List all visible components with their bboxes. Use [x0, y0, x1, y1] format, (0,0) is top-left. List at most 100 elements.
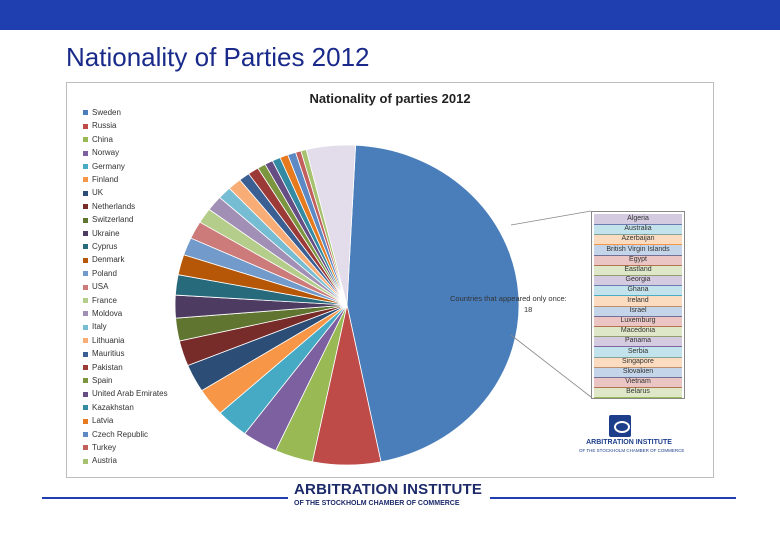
legend-item: Latvia: [83, 415, 113, 427]
breakout-segment: Luxemburg: [594, 316, 682, 327]
breakout-segment: Algeria: [594, 214, 682, 225]
legend-swatch: [83, 177, 88, 183]
legend-item: Denmark: [83, 254, 124, 266]
legend-swatch: [83, 405, 88, 411]
legend-label: Austria: [92, 456, 117, 466]
breakout-segment: Azerbaijan: [594, 234, 682, 246]
breakout-segment: Australia: [594, 224, 682, 236]
legend-label: Germany: [92, 161, 125, 171]
pie-chart: Countries that appeared only once: 18: [174, 144, 592, 466]
slide-title: Nationality of Parties 2012: [66, 42, 370, 72]
legend-swatch: [83, 431, 88, 437]
inset-logo: ARBITRATION INSTITUTE OF THE STOCKHOLM C…: [579, 415, 685, 459]
legend-swatch: [83, 338, 88, 344]
legend-item: Austria: [83, 455, 117, 467]
breakout-segment: Belarus: [594, 387, 682, 399]
legend-item: Lithuania: [83, 335, 124, 347]
legend-item: France: [83, 295, 117, 307]
legend-item: Russia: [83, 120, 116, 132]
chart-frame: Nationality of parties 2012 Sweden Russia…: [66, 82, 714, 478]
legend-label: USA: [92, 282, 109, 292]
legend-label: Mauritius: [92, 349, 125, 359]
legend-label: Latvia: [92, 416, 114, 426]
legend-label: Moldova: [92, 309, 123, 318]
legend-swatch: [83, 230, 88, 236]
legend-swatch: [83, 150, 88, 156]
inset-logo-line2: OF THE STOCKHOLM CHAMBER OF COMMERCE: [579, 448, 685, 453]
legend-swatch: [83, 123, 88, 129]
breakout-segment: Slovakien: [594, 367, 682, 378]
breakout-segment: Georgia: [594, 275, 682, 287]
legend-label: France: [92, 295, 117, 305]
legend-swatch: [83, 418, 88, 424]
breakout-segment: Ghana: [594, 285, 682, 297]
legend-swatch: [83, 324, 88, 330]
legend-swatch: [83, 204, 88, 210]
legend-label: UK: [92, 188, 104, 198]
legend-swatch: [83, 217, 88, 223]
legend-item: Czech Republic: [83, 429, 148, 441]
legend-label: Netherlands: [92, 201, 136, 211]
legend-label: Turkey: [92, 443, 117, 452]
footer-line-left: [42, 497, 288, 499]
legend-item: Norway: [83, 147, 119, 159]
legend-item: Turkey: [83, 442, 116, 454]
pie-slice-countries-that-appeared-only-once-18: [305, 144, 357, 306]
once-slice-label: Countries that appeared only once: 18: [450, 294, 567, 314]
legend-swatch: [83, 297, 88, 303]
legend-label: Denmark: [92, 255, 125, 265]
legend-swatch: [83, 364, 88, 370]
legend-item: Spain: [83, 375, 112, 387]
connector-line: [510, 334, 592, 398]
legend-swatch: [83, 190, 88, 196]
legend-item: Kazakhstan: [83, 402, 134, 414]
legend-label: Finland: [92, 175, 119, 184]
breakout-segment: Ireland: [594, 295, 682, 307]
legend-item: USA: [83, 281, 108, 293]
inset-logo-line1: ARBITRATION INSTITUTE: [586, 439, 672, 446]
legend-item: Pakistan: [83, 362, 123, 374]
legend-swatch: [83, 271, 88, 277]
legend-label: Switzerland: [92, 215, 134, 225]
breakout-segment: Egypt: [594, 254, 682, 266]
legend-label: Italy: [92, 322, 107, 332]
legend-swatch: [83, 244, 88, 250]
legend-swatch: [83, 391, 88, 397]
breakout-segment: Singapore: [594, 356, 682, 368]
legend-swatch: [83, 163, 88, 169]
breakout-segment: Israel: [594, 305, 682, 317]
legend-item: Poland: [83, 268, 117, 280]
legend-swatch: [83, 445, 88, 451]
footer-line-right: [490, 497, 736, 499]
legend-label: Czech Republic: [92, 429, 149, 439]
legend-item: Germany: [83, 161, 125, 173]
legend-item: United Arab Emirates: [83, 388, 168, 400]
legend-label: Ukraine: [92, 228, 120, 238]
legend-item: Ukraine: [83, 228, 120, 240]
breakout-segment: Panama: [594, 336, 682, 348]
breakout-bar: Algeria Australia Azerbaijan British Virgin…: [591, 211, 685, 399]
footer-logo-line1: ARBITRATION INSTITUTE: [294, 481, 483, 498]
legend-item: Finland: [83, 174, 118, 186]
legend-label: Pakistan: [92, 362, 123, 372]
legend-label: Sweden: [92, 108, 121, 117]
breakout-segment: Serbia: [594, 346, 682, 358]
legend-label: Cyprus: [92, 242, 118, 251]
legend-label: Spain: [92, 376, 113, 385]
footer-logo-line2: OF THE STOCKHOLM CHAMBER OF COMMERCE: [294, 500, 460, 507]
legend-item: Switzerland: [83, 214, 133, 226]
legend-item: Sweden: [83, 107, 121, 119]
top-color-bar: [0, 0, 780, 30]
breakout-segment: Vietnam: [594, 377, 682, 389]
legend-label: Lithuania: [92, 335, 125, 345]
legend-item: Italy: [83, 321, 107, 333]
breakout-segment: Macedonia: [594, 326, 682, 338]
legend-item: UK: [83, 187, 103, 199]
breakout-segment: Eastland: [594, 265, 682, 276]
legend-label: Norway: [92, 148, 120, 158]
legend-label: Russia: [92, 121, 117, 131]
legend-swatch: [83, 110, 88, 116]
legend-label: Kazakhstan: [92, 402, 134, 412]
legend-item: Mauritius: [83, 348, 124, 360]
legend-item: Cyprus: [83, 241, 117, 253]
